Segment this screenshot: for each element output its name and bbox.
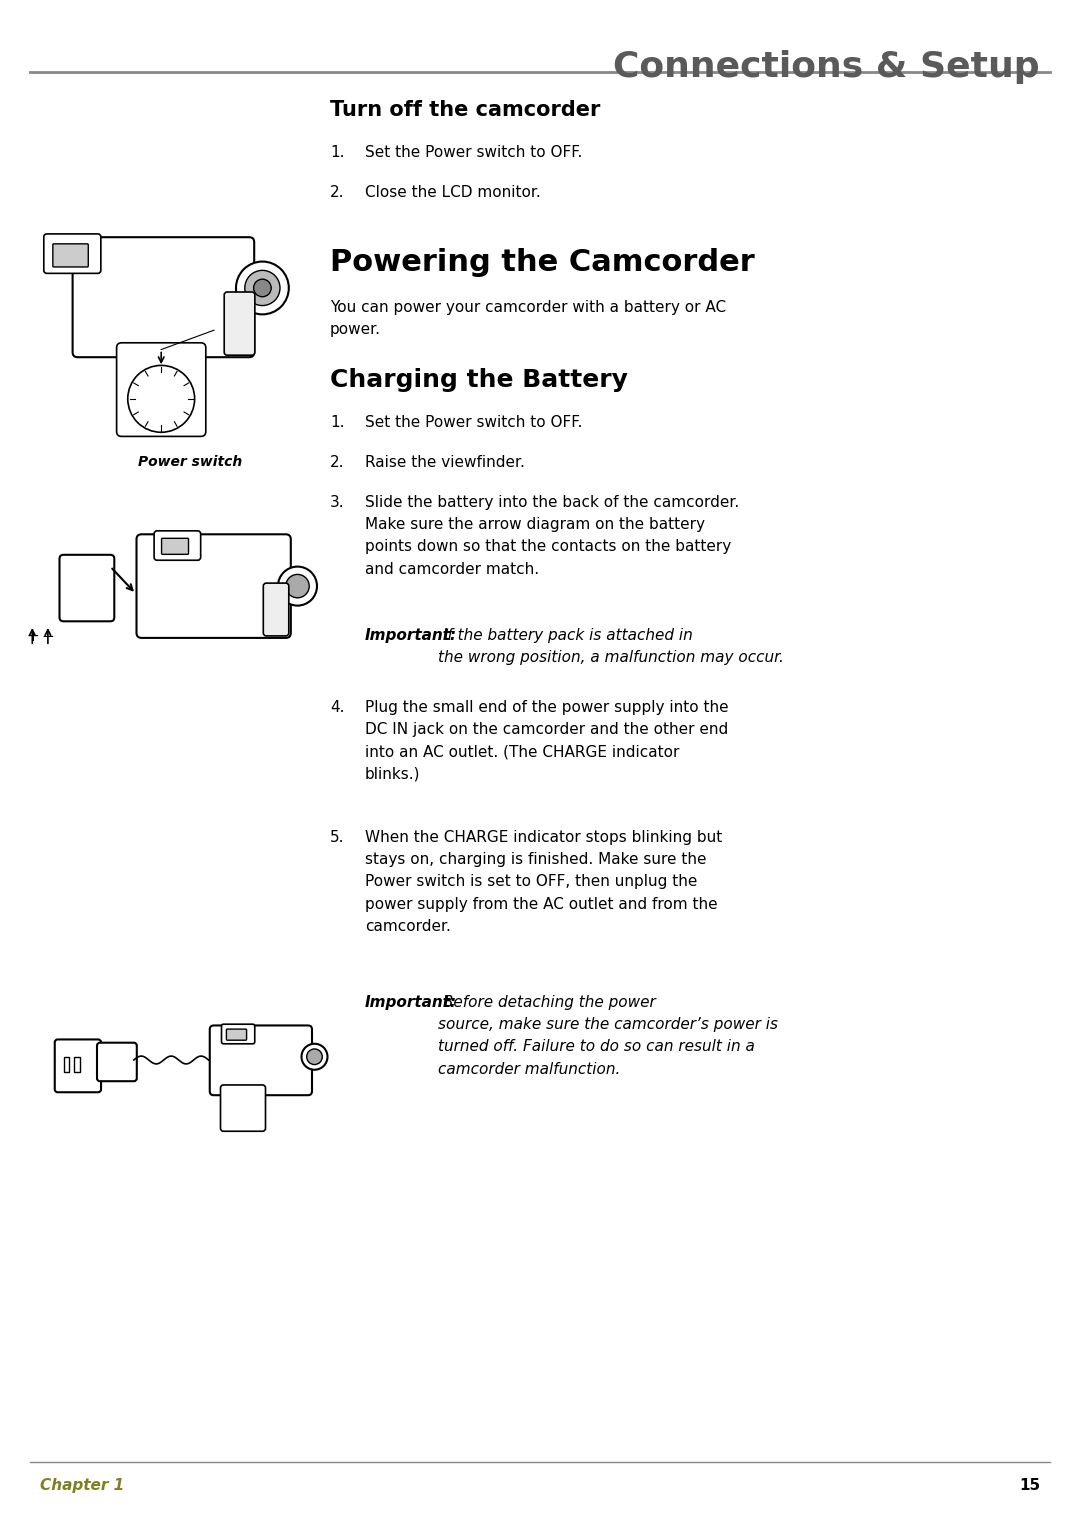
FancyBboxPatch shape xyxy=(221,1025,255,1045)
Circle shape xyxy=(127,365,194,432)
Text: Plug the small end of the power supply into the
DC IN jack on the camcorder and : Plug the small end of the power supply i… xyxy=(365,700,729,782)
FancyBboxPatch shape xyxy=(220,1085,266,1131)
FancyBboxPatch shape xyxy=(72,236,254,358)
Text: 2.: 2. xyxy=(330,455,345,470)
Text: Set the Power switch to OFF.: Set the Power switch to OFF. xyxy=(365,146,582,161)
FancyBboxPatch shape xyxy=(227,1029,246,1040)
FancyBboxPatch shape xyxy=(225,293,255,355)
FancyBboxPatch shape xyxy=(97,1043,137,1081)
FancyBboxPatch shape xyxy=(162,538,189,555)
Text: Important:: Important: xyxy=(365,994,457,1010)
Circle shape xyxy=(301,1043,327,1070)
Text: Raise the viewfinder.: Raise the viewfinder. xyxy=(365,455,525,470)
Text: Slide the battery into the back of the camcorder.
Make sure the arrow diagram on: Slide the battery into the back of the c… xyxy=(365,496,739,576)
Text: 15: 15 xyxy=(1018,1478,1040,1493)
Text: If the battery pack is attached in
the wrong position, a malfunction may occur.: If the battery pack is attached in the w… xyxy=(438,628,784,666)
Text: Before detaching the power
source, make sure the camcorder’s power is
turned off: Before detaching the power source, make … xyxy=(438,994,778,1076)
Text: 4.: 4. xyxy=(330,700,345,716)
FancyBboxPatch shape xyxy=(210,1025,312,1095)
Text: 5.: 5. xyxy=(330,829,345,844)
Text: Powering the Camcorder: Powering the Camcorder xyxy=(330,249,755,277)
Text: Turn off the camcorder: Turn off the camcorder xyxy=(330,100,600,120)
Text: Chapter 1: Chapter 1 xyxy=(40,1478,124,1493)
Bar xyxy=(64,1057,69,1072)
FancyBboxPatch shape xyxy=(55,1040,102,1092)
Text: Charging the Battery: Charging the Battery xyxy=(330,368,627,393)
FancyBboxPatch shape xyxy=(264,584,288,635)
Text: 1.: 1. xyxy=(330,146,345,161)
Circle shape xyxy=(237,262,288,314)
Text: 3.: 3. xyxy=(330,496,345,509)
Text: When the CHARGE indicator stops blinking but
stays on, charging is finished. Mak: When the CHARGE indicator stops blinking… xyxy=(365,829,723,934)
Text: 2.: 2. xyxy=(330,185,345,200)
Text: −: − xyxy=(41,629,54,644)
Text: Important:: Important: xyxy=(365,628,457,643)
Text: 1.: 1. xyxy=(330,415,345,431)
Text: Close the LCD monitor.: Close the LCD monitor. xyxy=(365,185,541,200)
Text: You can power your camcorder with a battery or AC
power.: You can power your camcorder with a batt… xyxy=(330,300,726,337)
FancyBboxPatch shape xyxy=(53,244,89,267)
Circle shape xyxy=(254,279,271,297)
FancyBboxPatch shape xyxy=(44,233,100,273)
Bar xyxy=(75,1057,80,1072)
Circle shape xyxy=(278,567,318,605)
FancyBboxPatch shape xyxy=(117,343,206,437)
Circle shape xyxy=(245,270,280,306)
Text: Power switch: Power switch xyxy=(138,455,242,468)
Circle shape xyxy=(286,575,309,597)
FancyBboxPatch shape xyxy=(154,531,201,561)
Text: +: + xyxy=(26,629,39,644)
FancyBboxPatch shape xyxy=(59,555,114,622)
Text: Set the Power switch to OFF.: Set the Power switch to OFF. xyxy=(365,415,582,431)
Circle shape xyxy=(307,1049,322,1064)
Text: Connections & Setup: Connections & Setup xyxy=(613,50,1040,83)
FancyBboxPatch shape xyxy=(136,534,291,638)
